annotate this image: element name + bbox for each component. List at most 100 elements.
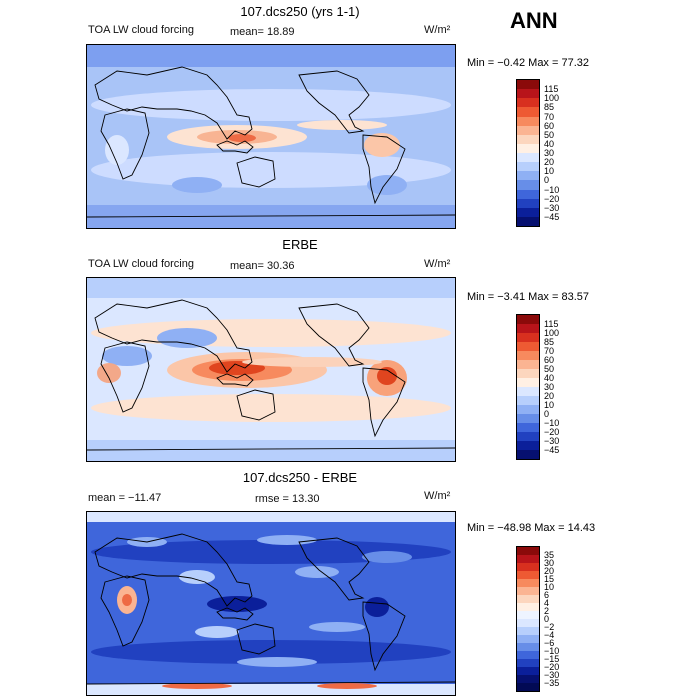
colorbar-swatch [517,207,539,217]
colorbar-swatch [517,643,539,651]
colorbar-swatch [517,659,539,667]
colorbar-tick-label: −20 [544,427,560,437]
colorbar-swatch [517,555,539,563]
colorbar-tick-label: −30 [544,670,560,680]
colorbar-swatch [517,369,539,378]
colorbar-swatch [517,80,539,90]
colorbar-tick-label: 70 [544,346,555,356]
panel-2-units: W/m² [424,258,451,270]
panel-1-units: W/m² [424,24,451,36]
colorbar-tick-label: 50 [544,129,555,140]
colorbar-tick-label: 100 [544,328,560,338]
colorbar-tick-label: 40 [544,373,555,383]
colorbar-swatch [517,405,539,414]
colorbar-swatch [517,189,539,199]
colorbar-swatch [517,563,539,571]
panel-1-map [86,44,456,229]
colorbar-swatch [517,547,539,555]
colorbar-tick-label: 0 [544,614,550,624]
colorbar-swatch [517,180,539,190]
colorbar-swatch [517,423,539,432]
colorbar-tick-label: 20 [544,566,555,576]
colorbar-tick-label: 0 [544,175,550,186]
panel-3-colorbar [516,546,540,692]
colorbar-swatch [517,667,539,675]
panel-2-minmax: Min = −3.41 Max = 83.57 [467,291,589,303]
colorbar-tick-label: −35 [544,678,560,688]
colorbar-tick-label: 30 [544,382,555,392]
colorbar-tick-label: −20 [544,193,560,204]
colorbar-swatch [517,89,539,99]
colorbar-swatch [517,143,539,153]
colorbar-tick-label: −10 [544,646,560,656]
colorbar-swatch [517,635,539,643]
colorbar-tick-label: 50 [544,364,555,374]
colorbar-swatch [517,432,539,441]
colorbar-tick-label: 6 [544,590,550,600]
colorbar-tick-label: −10 [544,418,560,428]
colorbar-tick-label: −45 [544,211,560,222]
colorbar-swatch [517,153,539,163]
panel-1-field-label: TOA LW cloud forcing [88,24,194,36]
panel-3-map [86,511,456,696]
colorbar-tick-label: −6 [544,638,555,648]
panel-1-mean: mean= 18.89 [230,26,295,38]
colorbar-tick-label: 40 [544,138,555,149]
colorbar-tick-label: 115 [544,319,559,329]
colorbar-swatch [517,333,539,342]
colorbar-swatch [517,98,539,108]
colorbar-tick-label: −20 [544,662,560,672]
colorbar-swatch [517,587,539,595]
colorbar-swatch [517,651,539,659]
colorbar-tick-label: 20 [544,391,555,401]
colorbar-tick-label: 0 [544,409,550,419]
colorbar-swatch [517,360,539,369]
colorbar-tick-label: 115 [544,84,559,95]
colorbar-tick-label: 10 [544,166,555,177]
colorbar-swatch [517,198,539,208]
colorbar-tick-label: 85 [544,102,555,113]
colorbar-tick-label: −2 [544,622,555,632]
colorbar-swatch [517,378,539,387]
colorbar-swatch [517,603,539,611]
colorbar-tick-label: 30 [544,148,555,158]
panel-2-mean: mean= 30.36 [230,260,295,272]
colorbar-swatch [517,315,539,324]
colorbar-tick-label: 20 [544,157,555,168]
panel-2-field-label: TOA LW cloud forcing [88,258,194,270]
colorbar-tick-label: 85 [544,337,555,347]
colorbar-tick-label: 70 [544,111,555,122]
colorbar-swatch [517,162,539,172]
colorbar-tick-label: −15 [544,654,560,664]
colorbar-tick-label: 30 [544,558,555,568]
colorbar-tick-label: −30 [544,202,560,213]
colorbar-swatch [517,675,539,683]
colorbar-tick-label: 2 [544,606,550,616]
colorbar-tick-label: −30 [544,436,560,446]
colorbar-swatch [517,571,539,579]
colorbar-swatch [517,579,539,587]
colorbar-tick-label: −4 [544,630,555,640]
colorbar-tick-label: 10 [544,582,555,592]
colorbar-swatch [517,683,539,691]
colorbar-swatch [517,441,539,450]
colorbar-swatch [517,387,539,396]
colorbar-swatch [517,396,539,405]
colorbar-tick-label: −10 [544,184,560,195]
colorbar-swatch [517,351,539,360]
colorbar-tick-label: 100 [544,93,560,104]
panel-2-map [86,277,456,462]
panel-1-colorbar [516,79,540,227]
colorbar-tick-label: 4 [544,598,550,608]
panel-1-minmax: Min = −0.42 Max = 77.32 [467,57,589,69]
colorbar-tick-label: 15 [544,574,555,584]
colorbar-swatch [517,627,539,635]
season-label: ANN [510,8,558,33]
panel-3-rmse: rmse = 13.30 [255,493,320,505]
colorbar-swatch [517,595,539,603]
colorbar-swatch [517,611,539,619]
colorbar-tick-label: 60 [544,120,555,131]
panel-2-colorbar [516,314,540,460]
colorbar-swatch [517,116,539,126]
panel-3-minmax: Min = −48.98 Max = 14.43 [467,522,596,534]
